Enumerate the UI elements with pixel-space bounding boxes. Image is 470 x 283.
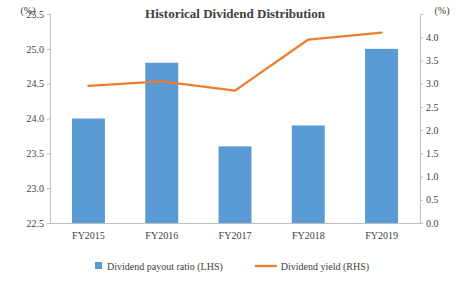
tick-mark	[47, 188, 50, 189]
tick-mark	[47, 119, 50, 120]
tick-mark	[420, 107, 423, 108]
y2-axis: 0.0 0.5 1.0 1.5 2.0 2.5 3.0 3.5 4.0	[420, 15, 439, 229]
tick-mark	[47, 84, 50, 85]
marks	[72, 33, 398, 223]
tick: 1.0	[420, 171, 439, 182]
tick-label: 2.0	[426, 125, 439, 136]
bar	[365, 49, 398, 223]
tick-label: 1.0	[426, 171, 439, 182]
tick: FY2018	[292, 230, 325, 241]
tick: 2.5	[420, 102, 439, 113]
bar	[219, 146, 252, 223]
tick-label: 23.5	[27, 148, 45, 159]
bar	[145, 63, 178, 223]
tick: 3.5	[420, 55, 439, 66]
title: Historical Dividend Distribution	[145, 6, 326, 21]
tick-mark	[47, 153, 50, 154]
tick-mark	[420, 60, 423, 61]
tick-mark	[420, 130, 423, 131]
bar	[72, 119, 105, 224]
bar	[292, 125, 325, 223]
tick-label: 4.0	[426, 32, 439, 43]
legend-swatch	[95, 262, 102, 269]
tick-mark	[420, 84, 423, 85]
tick: 24.5	[27, 78, 51, 89]
tick-label: 3.0	[426, 78, 439, 89]
y-axis-label: (%)	[21, 5, 36, 17]
tick-label: 3.5	[426, 55, 439, 66]
tick-label: 23.0	[27, 183, 45, 194]
tick-label: FY2019	[365, 230, 398, 241]
tick-label: 0.0	[426, 218, 439, 229]
y-axis: 22.523.023.524.024.525.025.5	[27, 9, 51, 229]
tick-label: FY2018	[292, 230, 325, 241]
tick: FY2017	[219, 230, 252, 241]
y-axis-line	[47, 15, 51, 224]
tick: 1.5	[420, 148, 439, 159]
legend-label: Dividend yield (RHS)	[281, 261, 369, 273]
legend-label: Dividend payout ratio (LHS)	[107, 261, 223, 273]
tick: FY2015	[72, 230, 105, 241]
tick-label: 0.5	[426, 194, 439, 205]
tick: 24.0	[27, 113, 51, 124]
tick-label: 2.5	[426, 102, 439, 113]
tick: 25.0	[27, 44, 51, 55]
tick-mark	[420, 153, 423, 154]
tick-label: 24.5	[27, 78, 45, 89]
plot: 22.523.023.524.024.525.025.50.00.51.01.5…	[27, 9, 439, 241]
tick-mark	[47, 49, 50, 50]
tick: 0.5	[420, 194, 439, 205]
tick: 23.5	[27, 148, 51, 159]
tick-mark	[420, 177, 423, 178]
tick: 4.0	[420, 32, 439, 43]
tick-mark	[47, 14, 50, 15]
chart: 22.523.023.524.024.525.025.50.00.51.01.5…	[0, 0, 470, 283]
tick-label: FY2016	[145, 230, 178, 241]
tick: 23.0	[27, 183, 51, 194]
tick-mark	[47, 223, 50, 224]
tick: 0.0	[420, 218, 439, 229]
tick-label: 25.0	[27, 44, 45, 55]
tick: FY2016	[145, 230, 178, 241]
legend-swatch	[255, 265, 277, 267]
tick-label: FY2015	[72, 230, 105, 241]
legend: Dividend payout ratio (LHS) Dividend yiel…	[95, 261, 369, 273]
tick-label: 22.5	[27, 218, 45, 229]
x-axis-line	[51, 223, 421, 224]
tick-mark	[420, 37, 423, 38]
line	[88, 33, 381, 91]
tick: FY2019	[365, 230, 398, 241]
tick-mark	[420, 200, 423, 201]
y2-axis-label: (%)	[435, 5, 450, 17]
y2-axis-line	[421, 15, 424, 224]
tick-label: FY2017	[219, 230, 252, 241]
tick-label: 24.0	[27, 113, 45, 124]
tick: 2.0	[420, 125, 439, 136]
tick: 3.0	[420, 78, 439, 89]
tick: 22.5	[27, 218, 51, 229]
x-axis: FY2015 FY2016 FY2017 FY2018 FY2019	[51, 224, 421, 242]
tick-label: 1.5	[426, 148, 439, 159]
